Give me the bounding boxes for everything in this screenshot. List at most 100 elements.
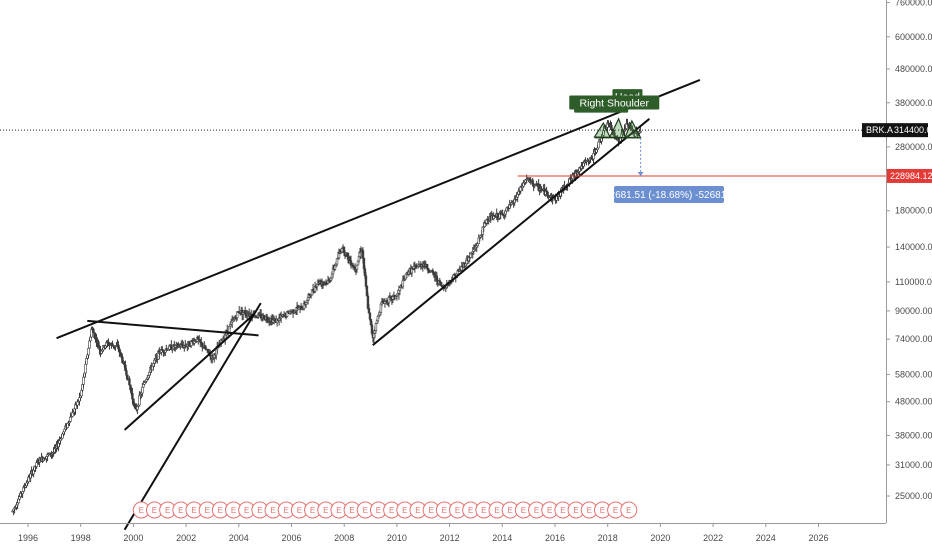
price-axis[interactable]: 25000.00 31000.00 38000.00 48000.00 58000.00… — [862, 0, 932, 523]
candle-body — [131, 393, 134, 400]
measure-label-box — [614, 185, 724, 203]
triangle-bottom-line[interactable] — [123, 313, 255, 431]
price-tick-label: 380000.00 — [895, 98, 932, 108]
candle-body — [125, 370, 128, 376]
candle-body — [87, 347, 90, 356]
earnings-marker[interactable]: E — [356, 501, 374, 519]
earnings-marker-label: E — [573, 506, 578, 515]
candle-body — [364, 275, 368, 287]
earnings-marker-label: E — [270, 506, 275, 515]
earnings-marker-label: E — [178, 506, 183, 515]
candle-body — [361, 250, 365, 259]
earnings-marker[interactable]: E — [264, 501, 282, 519]
candle-body — [370, 324, 374, 334]
earnings-marker-label: E — [428, 506, 433, 515]
earnings-marker-label: E — [534, 506, 539, 515]
price-tick-label: 74000.00 — [895, 334, 932, 344]
price-tick-label: 90000.00 — [895, 306, 932, 316]
head-shoulders-pattern — [593, 117, 642, 139]
earnings-marker-label: E — [205, 506, 210, 515]
price-tick-label: 480000.00 — [895, 64, 932, 74]
candle-body — [128, 378, 131, 386]
earnings-marker-label: E — [415, 506, 420, 515]
candle-body — [367, 308, 371, 314]
time-tick-label: 2022 — [703, 533, 723, 543]
upper-channel-line[interactable] — [56, 79, 701, 340]
earnings-marker[interactable]: E — [422, 501, 440, 519]
price-tick-label: 58000.00 — [895, 369, 932, 379]
candle-body — [546, 191, 549, 197]
time-tick-label: 2026 — [808, 533, 828, 543]
time-tick-label: 2014 — [492, 533, 512, 543]
candle-body — [82, 376, 85, 385]
earnings-marker-label: E — [310, 506, 315, 515]
lower-channel-line[interactable] — [372, 118, 651, 346]
earnings-marker[interactable]: E — [251, 501, 269, 519]
time-tick-label: 2004 — [229, 533, 249, 543]
annotation-group: Left ShoHeadRight Shoulder-52681.51 (-18… — [0, 89, 886, 519]
price-tick-label: 600000.00 — [895, 32, 932, 42]
earnings-marker-label: E — [231, 506, 236, 515]
time-tick-label: 2016 — [545, 533, 565, 543]
pattern-label-text: Right Shoulder — [580, 98, 650, 110]
horizontal-level-value: 228984.12 — [890, 171, 932, 181]
earnings-marker-label: E — [547, 506, 552, 515]
time-axis[interactable]: 1996 1998 2000 2002 2004 2006 2008 2010 2012 2014… — [0, 523, 886, 543]
earnings-marker-label: E — [468, 506, 473, 515]
earnings-marker-label: E — [587, 506, 592, 515]
time-tick-label: 2020 — [650, 533, 670, 543]
earnings-marker-label: E — [349, 506, 354, 515]
price-tick-label: 110000.00 — [895, 277, 932, 287]
candle-body — [368, 312, 372, 320]
earnings-marker-label: E — [481, 506, 486, 515]
earnings-marker-label: E — [613, 506, 618, 515]
earnings-marker-label: E — [139, 506, 144, 515]
candle-body — [84, 363, 87, 374]
earnings-marker-label: E — [257, 506, 262, 515]
price-tick-label: 760000.00 — [895, 0, 932, 8]
earnings-marker-label: E — [376, 506, 381, 515]
long-support-line[interactable] — [123, 302, 262, 531]
earnings-marker-label: E — [191, 506, 196, 515]
pattern-label-box — [569, 95, 660, 110]
time-tick-label: 2012 — [440, 533, 460, 543]
candle-body — [610, 125, 613, 130]
trendline-group[interactable] — [56, 79, 701, 531]
candle-body — [597, 141, 600, 149]
earnings-marker-circle[interactable] — [620, 501, 638, 519]
triangle-top-line[interactable] — [87, 319, 259, 337]
earnings-marker[interactable]: E — [620, 501, 638, 519]
earnings-marker-label: E — [218, 506, 223, 515]
time-tick-label: 1996 — [18, 533, 38, 543]
earnings-marker-label: E — [165, 506, 170, 515]
earnings-marker-label: E — [389, 506, 394, 515]
price-tick-label: 31000.00 — [895, 460, 932, 470]
price-tick-label: 38000.00 — [895, 430, 932, 440]
time-tick-label: 2006 — [281, 533, 301, 543]
measure-label-text: -52681.51 (-18.68%) -5268151 — [601, 190, 738, 201]
price-tick-label: 180000.00 — [895, 206, 932, 216]
earnings-marker-label: E — [323, 506, 328, 515]
earnings-marker-label: E — [508, 506, 513, 515]
horizontal-level-badge: 228984.12 — [887, 168, 932, 183]
earnings-marker-label: E — [244, 506, 249, 515]
earnings-marker-label: E — [521, 506, 526, 515]
earnings-marker-label: E — [442, 506, 447, 515]
price-tick-label: 280000.00 — [895, 142, 932, 152]
earnings-marker[interactable]: E — [593, 501, 611, 519]
time-tick-label: 2010 — [387, 533, 407, 543]
candlestick-series — [11, 118, 642, 516]
earnings-marker-label: E — [494, 506, 499, 515]
time-tick-label: 1998 — [71, 533, 91, 543]
pattern-label: Right Shoulder — [569, 95, 660, 110]
earnings-marker-label: E — [560, 506, 565, 515]
measure-label: -52681.51 (-18.68%) -5268151 — [601, 185, 738, 203]
price-tick-label: 140000.00 — [895, 242, 932, 252]
earnings-marker-label: E — [363, 506, 368, 515]
earnings-marker-label: E — [626, 506, 631, 515]
last-price-value: 314400.00 — [894, 125, 932, 135]
earnings-marker[interactable]: E — [172, 501, 190, 519]
